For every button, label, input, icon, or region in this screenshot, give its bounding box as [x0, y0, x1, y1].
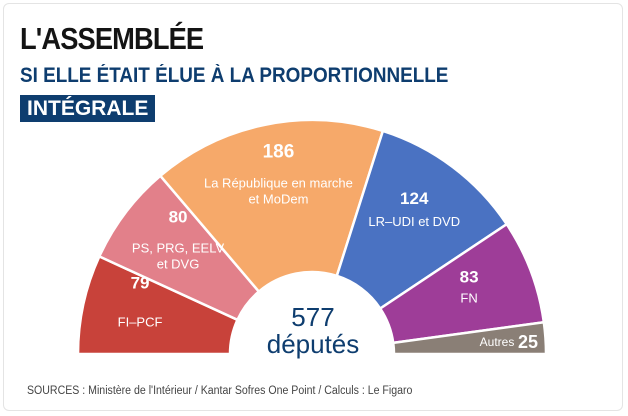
slice-autres: [391, 320, 548, 356]
total-seats-value: 577: [291, 302, 334, 332]
slice-name-label: LR–UDI et DVD: [368, 214, 460, 229]
slice-name-label: et MoDem: [248, 191, 308, 206]
slice-value-label: 186: [263, 141, 295, 162]
slice-name-label: Autres: [480, 335, 515, 349]
slice-value-label: 83: [460, 267, 479, 286]
slice-name-label: La République en marche: [204, 175, 353, 190]
chart-title: L'ASSEMBLÉE: [20, 21, 204, 56]
slice-value-label: 124: [400, 189, 429, 208]
total-seats-unit: députés: [267, 329, 360, 359]
chart-subtitle-highlight: INTÉGRALE: [20, 95, 156, 122]
slice-value-label: 25: [518, 332, 538, 352]
hemicycle-slices: [76, 118, 548, 356]
slice-value-label: 80: [169, 208, 188, 227]
slice-la-r-publique-en-marche-et-modem: [158, 118, 385, 294]
slice-value-label: 79: [131, 273, 150, 292]
slice-lr-udi-et-dvd: [335, 129, 509, 311]
chart-subtitle: SI ELLE ÉTAIT ÉLUE À LA PROPORTIONNELLE: [20, 64, 449, 87]
slice-name-label: FN: [460, 290, 477, 305]
source-note: SOURCES : Ministère de l'Intérieur / Kan…: [27, 385, 413, 397]
slice-name-label: et DVG: [157, 257, 200, 272]
slice-name-label: PS, PRG, EELV: [132, 241, 225, 256]
slice-name-label: FI–PCF: [118, 314, 163, 329]
